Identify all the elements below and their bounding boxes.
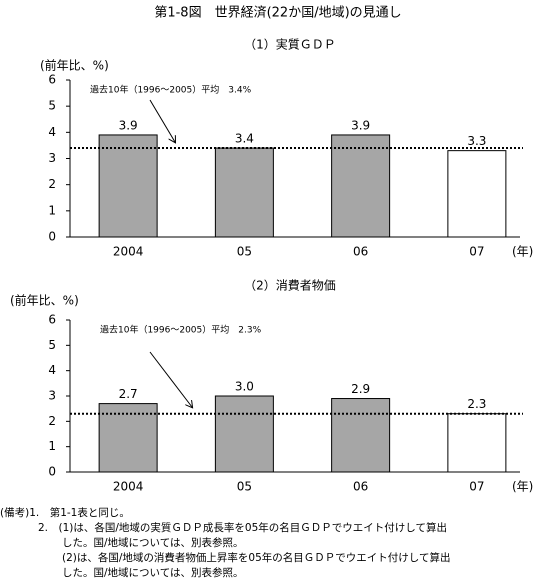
bar bbox=[331, 134, 391, 238]
y-tick-label: 0 bbox=[48, 230, 56, 244]
bar bbox=[98, 134, 158, 238]
data-label: 3.4 bbox=[235, 132, 254, 146]
arrow bbox=[149, 99, 175, 142]
data-label: 2.9 bbox=[351, 382, 370, 396]
note: した。国/地域については、別表参照。 bbox=[62, 566, 244, 579]
page-title: 第1-8図 世界経済(22か国/地域)の見通し bbox=[154, 5, 401, 21]
data-label: 2.3 bbox=[467, 397, 486, 411]
y-tick-label: 6 bbox=[48, 313, 56, 327]
data-label: 3.9 bbox=[119, 118, 138, 132]
bar bbox=[447, 150, 507, 238]
annotation: 過去10年（1996～2005）平均 3.4% bbox=[90, 84, 252, 96]
data-label: 3.9 bbox=[351, 118, 370, 132]
y-tick-label: 1 bbox=[48, 203, 56, 217]
bar bbox=[331, 398, 391, 473]
bar bbox=[214, 395, 274, 473]
note: した。国/地域については、別表参照。 bbox=[62, 536, 244, 549]
y-tick-label: 4 bbox=[48, 363, 56, 377]
note: (備考)1. 第1-1表と同じ。 bbox=[0, 506, 130, 519]
y-tick-label: 2 bbox=[48, 177, 56, 191]
bar bbox=[447, 413, 507, 473]
y-tick-label: 3 bbox=[48, 151, 56, 165]
y-axis-label: (前年比、%) bbox=[10, 293, 79, 308]
y-tick-label: 6 bbox=[48, 73, 56, 87]
note: (2)は、各国/地域の消費者物価上昇率を05年の名目ＧＤＰでウエイト付けして算出 bbox=[62, 551, 450, 564]
y-tick-label: 5 bbox=[48, 338, 56, 352]
y-tick-label: 5 bbox=[48, 99, 56, 113]
x-tick-label: 07 bbox=[469, 480, 484, 494]
data-label: 3.0 bbox=[235, 380, 254, 394]
chart-title: （2）消費者物価 bbox=[244, 278, 336, 293]
x-tick-label: 2004 bbox=[113, 245, 144, 259]
x-tick-label: 2004 bbox=[113, 480, 144, 494]
x-tick-label: 07 bbox=[469, 245, 484, 259]
y-tick-label: 0 bbox=[48, 465, 56, 479]
x-tick-label: 06 bbox=[353, 245, 368, 259]
chart-title: （1）実質ＧＤＰ bbox=[244, 37, 336, 52]
data-label: 3.3 bbox=[467, 134, 486, 148]
y-tick-label: 1 bbox=[48, 439, 56, 453]
annotation: 過去10年（1996～2005）平均 2.3% bbox=[100, 324, 262, 336]
note: 2. (1)は、各国/地域の実質ＧＤＰ成長率を05年の名目ＧＤＰでウエイト付けし… bbox=[38, 521, 447, 534]
x-tick-label: 06 bbox=[353, 480, 368, 494]
y-tick-label: 4 bbox=[48, 125, 56, 139]
bar bbox=[214, 147, 274, 238]
arrow bbox=[149, 351, 192, 407]
x-unit: (年) bbox=[512, 480, 533, 494]
x-tick-label: 05 bbox=[237, 245, 252, 259]
y-tick-label: 2 bbox=[48, 414, 56, 428]
y-tick-label: 3 bbox=[48, 389, 56, 403]
y-axis-label: (前年比、%) bbox=[40, 58, 109, 73]
x-unit: (年) bbox=[512, 245, 533, 259]
data-label: 2.7 bbox=[119, 387, 138, 401]
x-tick-label: 05 bbox=[237, 480, 252, 494]
